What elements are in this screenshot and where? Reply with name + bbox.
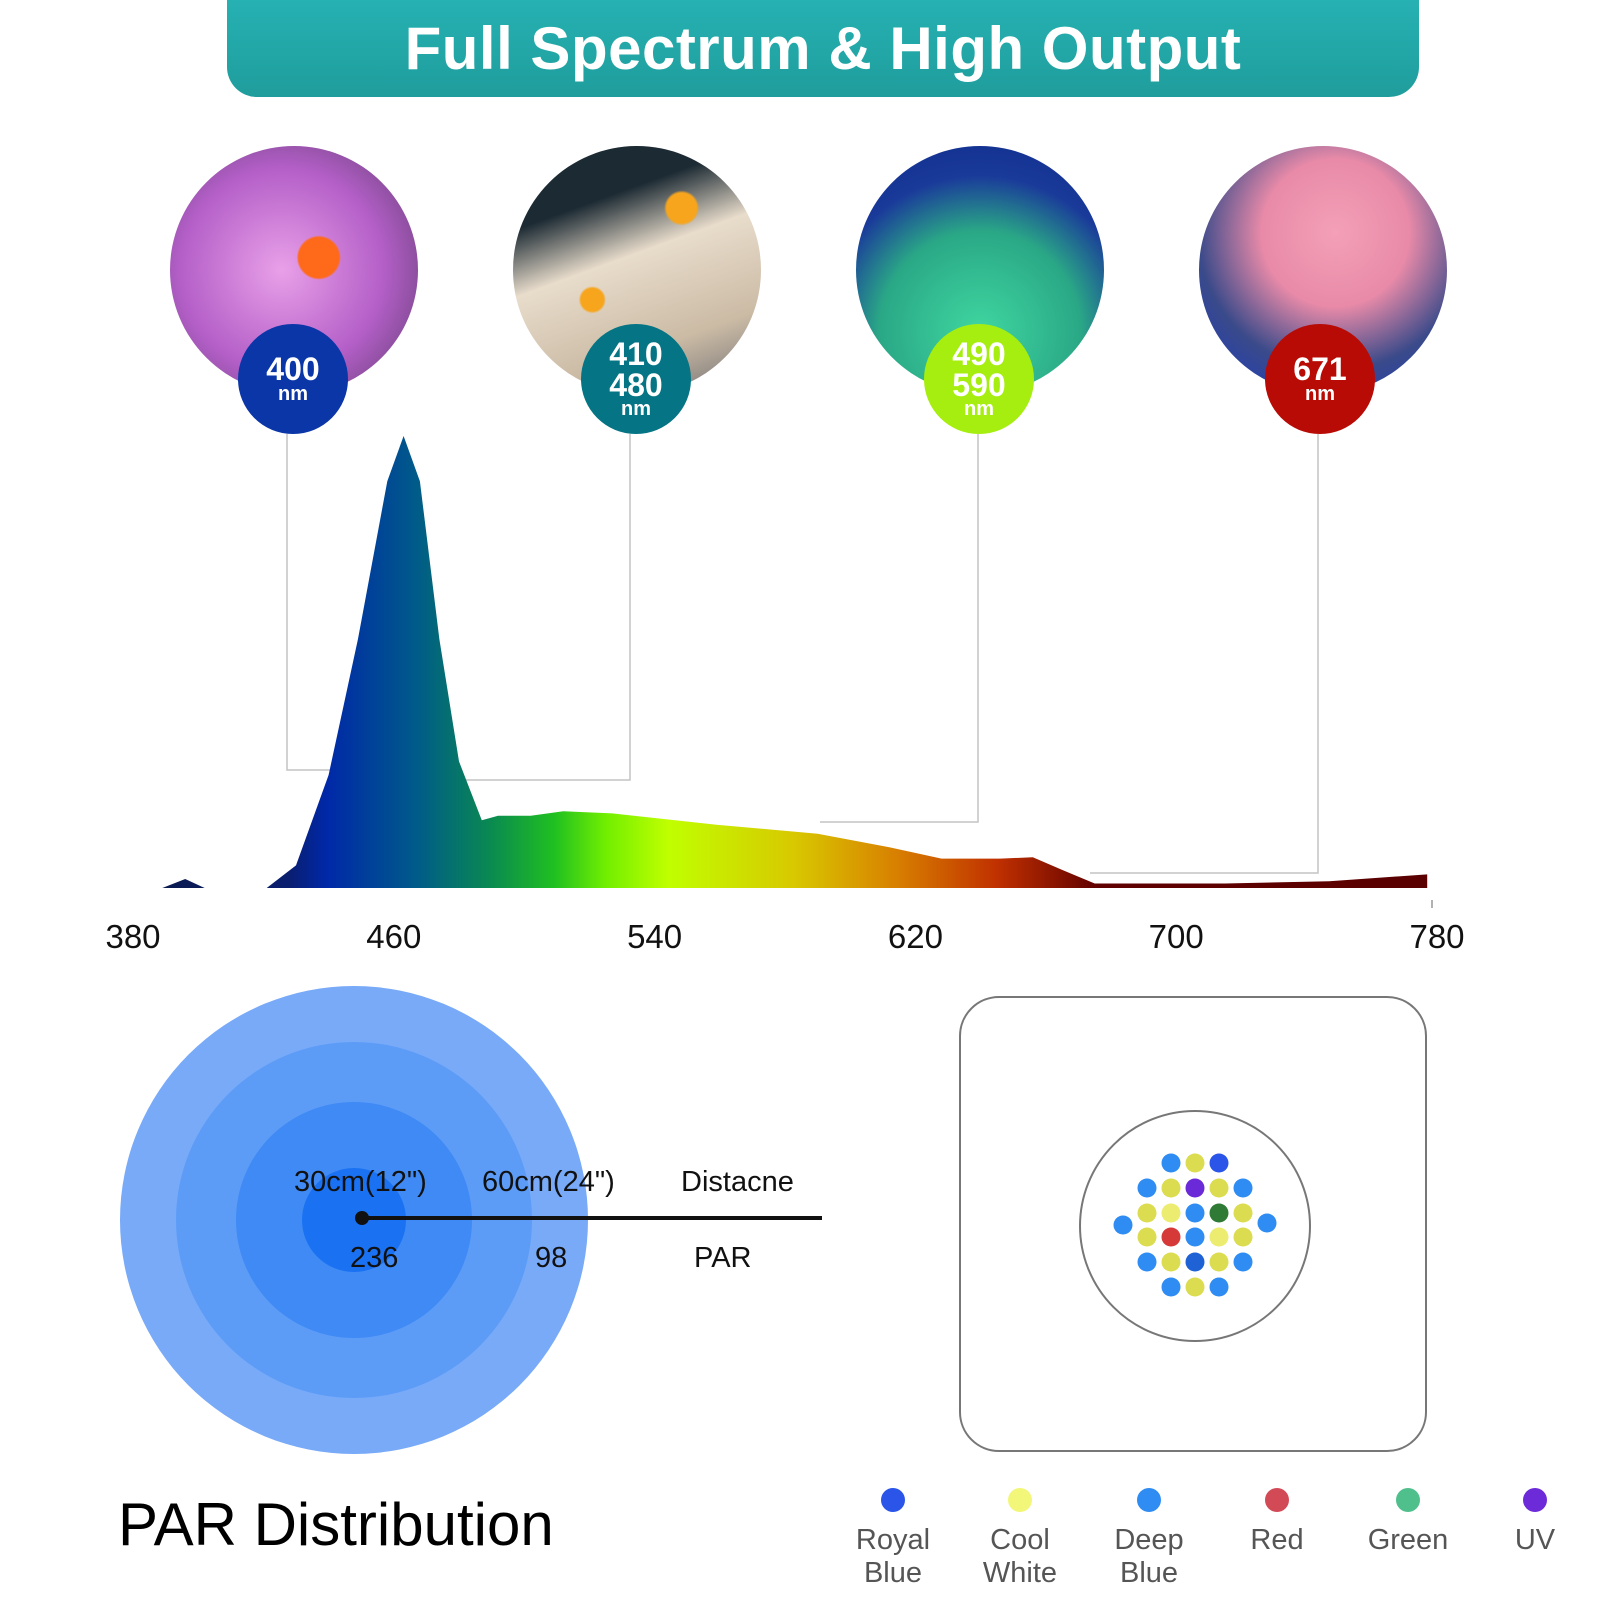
wavelength-value: 590 xyxy=(952,366,1006,403)
led-dot xyxy=(1209,1277,1229,1297)
x-tick-label: 700 xyxy=(1148,918,1204,955)
wavelength-badge: 490 590 nm xyxy=(924,324,1034,434)
led-dot xyxy=(1209,1227,1229,1247)
legend-label: Deep Blue xyxy=(1114,1524,1183,1591)
wavelength-unit: nm xyxy=(964,397,994,420)
legend-label: Cool White xyxy=(983,1524,1057,1591)
legend-label-line: UV xyxy=(1514,1524,1556,1556)
leader-line-671 xyxy=(1090,434,1319,874)
led-dot xyxy=(1185,1227,1205,1247)
leader-line-490-590 xyxy=(820,434,979,823)
led-dot xyxy=(1161,1252,1181,1272)
led-dot xyxy=(1161,1178,1181,1198)
legend-label: Green xyxy=(1368,1524,1449,1557)
led-dot xyxy=(1233,1178,1253,1198)
wavelength-value: 480 xyxy=(609,366,663,403)
led-dot xyxy=(1185,1153,1205,1173)
led-dot xyxy=(1185,1178,1205,1198)
leader-line-410-480 xyxy=(460,434,631,781)
wavelength-unit: nm xyxy=(621,397,651,420)
legend-label: Red xyxy=(1250,1524,1303,1557)
distance-label: Distacne xyxy=(681,1166,794,1198)
led-dot xyxy=(1161,1227,1181,1247)
legend-label-line: Royal xyxy=(855,1524,931,1556)
par-distribution-diagram xyxy=(120,986,822,1454)
wavelength-value: 410 xyxy=(609,336,663,373)
wavelength-value: 671 xyxy=(1293,351,1347,388)
legend-swatch xyxy=(1265,1488,1289,1512)
legend-label-line: Red xyxy=(1250,1524,1304,1556)
wavelength-unit: nm xyxy=(1305,382,1335,405)
legend-swatch xyxy=(1396,1488,1420,1512)
led-dot xyxy=(1161,1203,1181,1223)
x-tick-label: 460 xyxy=(366,918,422,955)
led-dot xyxy=(1137,1227,1157,1247)
led-dot xyxy=(1209,1153,1229,1173)
par-label: PAR xyxy=(694,1242,752,1274)
wavelength-value: 400 xyxy=(266,351,320,388)
title-banner: Full Spectrum & High Output xyxy=(227,0,1419,97)
led-dot xyxy=(1113,1215,1133,1235)
legend-swatch xyxy=(1008,1488,1032,1512)
wavelength-badge: 671 nm xyxy=(1265,324,1375,434)
led-dot xyxy=(1233,1227,1253,1247)
led-lens-ring xyxy=(1079,1110,1311,1342)
par-value-30cm: 236 xyxy=(350,1242,399,1274)
led-dot xyxy=(1137,1203,1157,1223)
legend-label: UV xyxy=(1515,1524,1555,1557)
legend-swatch xyxy=(881,1488,905,1512)
par-ring xyxy=(302,1168,406,1272)
wavelength-badge: 410 480 nm xyxy=(581,324,691,434)
led-dot xyxy=(1185,1252,1205,1272)
x-tick-label: 620 xyxy=(887,918,943,955)
led-dot xyxy=(1161,1277,1181,1297)
legend-swatch xyxy=(1523,1488,1547,1512)
par-value-60cm: 98 xyxy=(535,1242,568,1274)
legend-label-line: Deep xyxy=(1114,1524,1184,1556)
legend-label-line: White xyxy=(982,1557,1058,1590)
spectrum-chart xyxy=(162,434,1433,908)
distance-30cm: 30cm(12") xyxy=(294,1166,427,1198)
x-tick-label: 380 xyxy=(105,918,161,955)
led-dot xyxy=(1209,1203,1229,1223)
led-dot xyxy=(1209,1178,1229,1198)
legend-label: Royal Blue xyxy=(856,1524,930,1591)
spectrum-area xyxy=(162,436,1428,888)
led-dot xyxy=(1185,1277,1205,1297)
x-tick-label: 780 xyxy=(1409,918,1465,955)
legend-swatch xyxy=(1137,1488,1161,1512)
led-dot xyxy=(1137,1252,1157,1272)
led-dot xyxy=(1233,1203,1253,1223)
led-dot xyxy=(1209,1252,1229,1272)
banner-title: Full Spectrum & High Output xyxy=(404,15,1242,82)
led-dot xyxy=(1137,1178,1157,1198)
legend-label-line: Blue xyxy=(1119,1557,1179,1590)
legend-label-line: Green xyxy=(1367,1524,1449,1556)
led-dot xyxy=(1257,1213,1277,1233)
legend-label-line: Blue xyxy=(863,1557,923,1590)
par-distribution-title: PAR Distribution xyxy=(118,1491,554,1558)
leader-line-400 xyxy=(286,434,330,771)
light-source-point xyxy=(355,1211,369,1225)
wavelength-value: 490 xyxy=(952,336,1006,373)
led-dot xyxy=(1185,1203,1205,1223)
led-panel xyxy=(959,996,1427,1452)
wavelength-badge: 400 nm xyxy=(238,324,348,434)
distance-60cm: 60cm(24") xyxy=(482,1166,615,1198)
led-dot xyxy=(1233,1252,1253,1272)
x-tick-label: 540 xyxy=(627,918,683,955)
legend-label-line: Cool xyxy=(990,1524,1050,1556)
led-dot xyxy=(1161,1153,1181,1173)
wavelength-unit: nm xyxy=(278,382,308,405)
